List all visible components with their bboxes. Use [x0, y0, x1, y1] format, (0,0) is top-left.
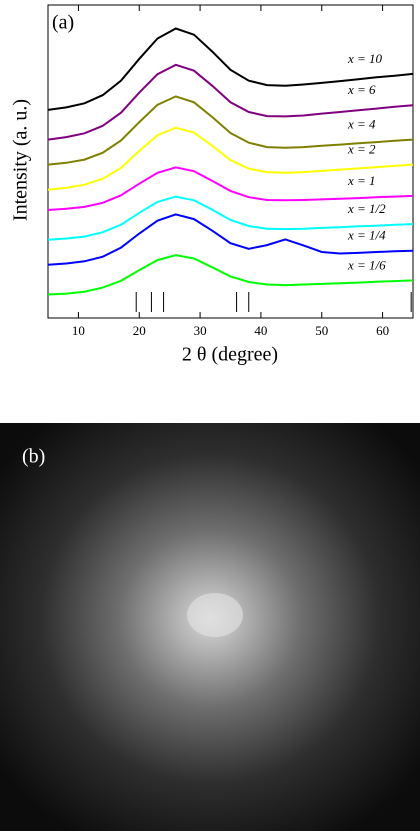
series-line [47, 166, 414, 211]
series-line [47, 213, 414, 266]
panel-label: (a) [52, 12, 74, 34]
x-tick-label: 30 [194, 323, 207, 338]
series-label: x = 1/4 [347, 228, 386, 243]
x-tick-label: 20 [133, 323, 146, 338]
series-label: x = 1/6 [347, 257, 386, 272]
series-label: x = 6 [347, 82, 376, 97]
series-line [47, 27, 414, 111]
series-label: x = 1 [347, 173, 376, 188]
series-line [47, 126, 414, 191]
y-axis-label: Intensity (a. u.) [10, 99, 32, 221]
series-line [47, 95, 414, 166]
plot-frame [47, 4, 414, 319]
series-label: x = 2 [347, 142, 376, 157]
series-label: x = 10 [347, 51, 383, 66]
series-label: x = 4 [347, 117, 376, 132]
x-tick-label: 40 [254, 323, 267, 338]
panel-label: (b) [22, 446, 45, 468]
series-line [47, 195, 414, 241]
x-tick-label: 60 [376, 323, 389, 338]
series-label: x = 1/2 [347, 201, 386, 216]
image-bright-spot [187, 593, 243, 637]
x-tick-label: 50 [315, 323, 328, 338]
series-line [47, 63, 414, 141]
x-tick-label: 10 [72, 323, 85, 338]
series-line [47, 254, 414, 296]
x-axis-label: 2 θ (degree) [182, 344, 278, 366]
